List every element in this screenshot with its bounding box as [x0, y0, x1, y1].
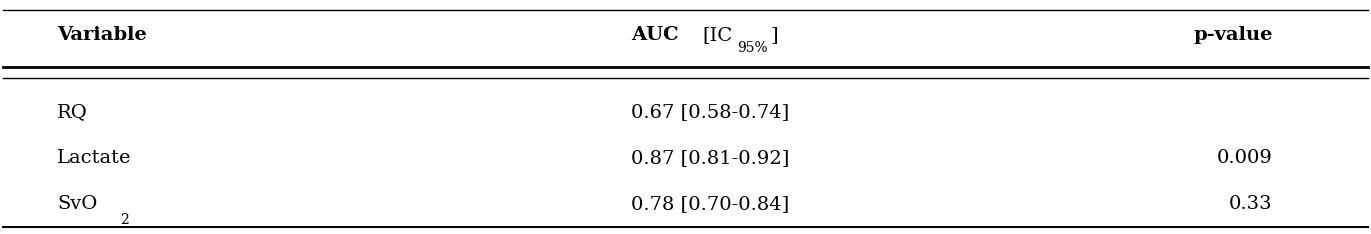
Text: 2: 2: [121, 213, 129, 227]
Text: 0.78 [0.70-0.84]: 0.78 [0.70-0.84]: [631, 195, 790, 213]
Text: 0.009: 0.009: [1217, 149, 1272, 167]
Text: Variable: Variable: [58, 26, 147, 44]
Text: ]: ]: [771, 26, 777, 44]
Text: 0.67 [0.58-0.74]: 0.67 [0.58-0.74]: [631, 103, 790, 121]
Text: 0.87 [0.81-0.92]: 0.87 [0.81-0.92]: [631, 149, 790, 167]
Text: 0.33: 0.33: [1228, 195, 1272, 213]
Text: AUC: AUC: [631, 26, 686, 44]
Text: p-value: p-value: [1193, 26, 1272, 44]
Text: 95%: 95%: [738, 41, 768, 55]
Text: RQ: RQ: [58, 103, 88, 121]
Text: Lactate: Lactate: [58, 149, 132, 167]
Text: SvO: SvO: [58, 195, 97, 213]
Text: [IC: [IC: [702, 26, 732, 44]
